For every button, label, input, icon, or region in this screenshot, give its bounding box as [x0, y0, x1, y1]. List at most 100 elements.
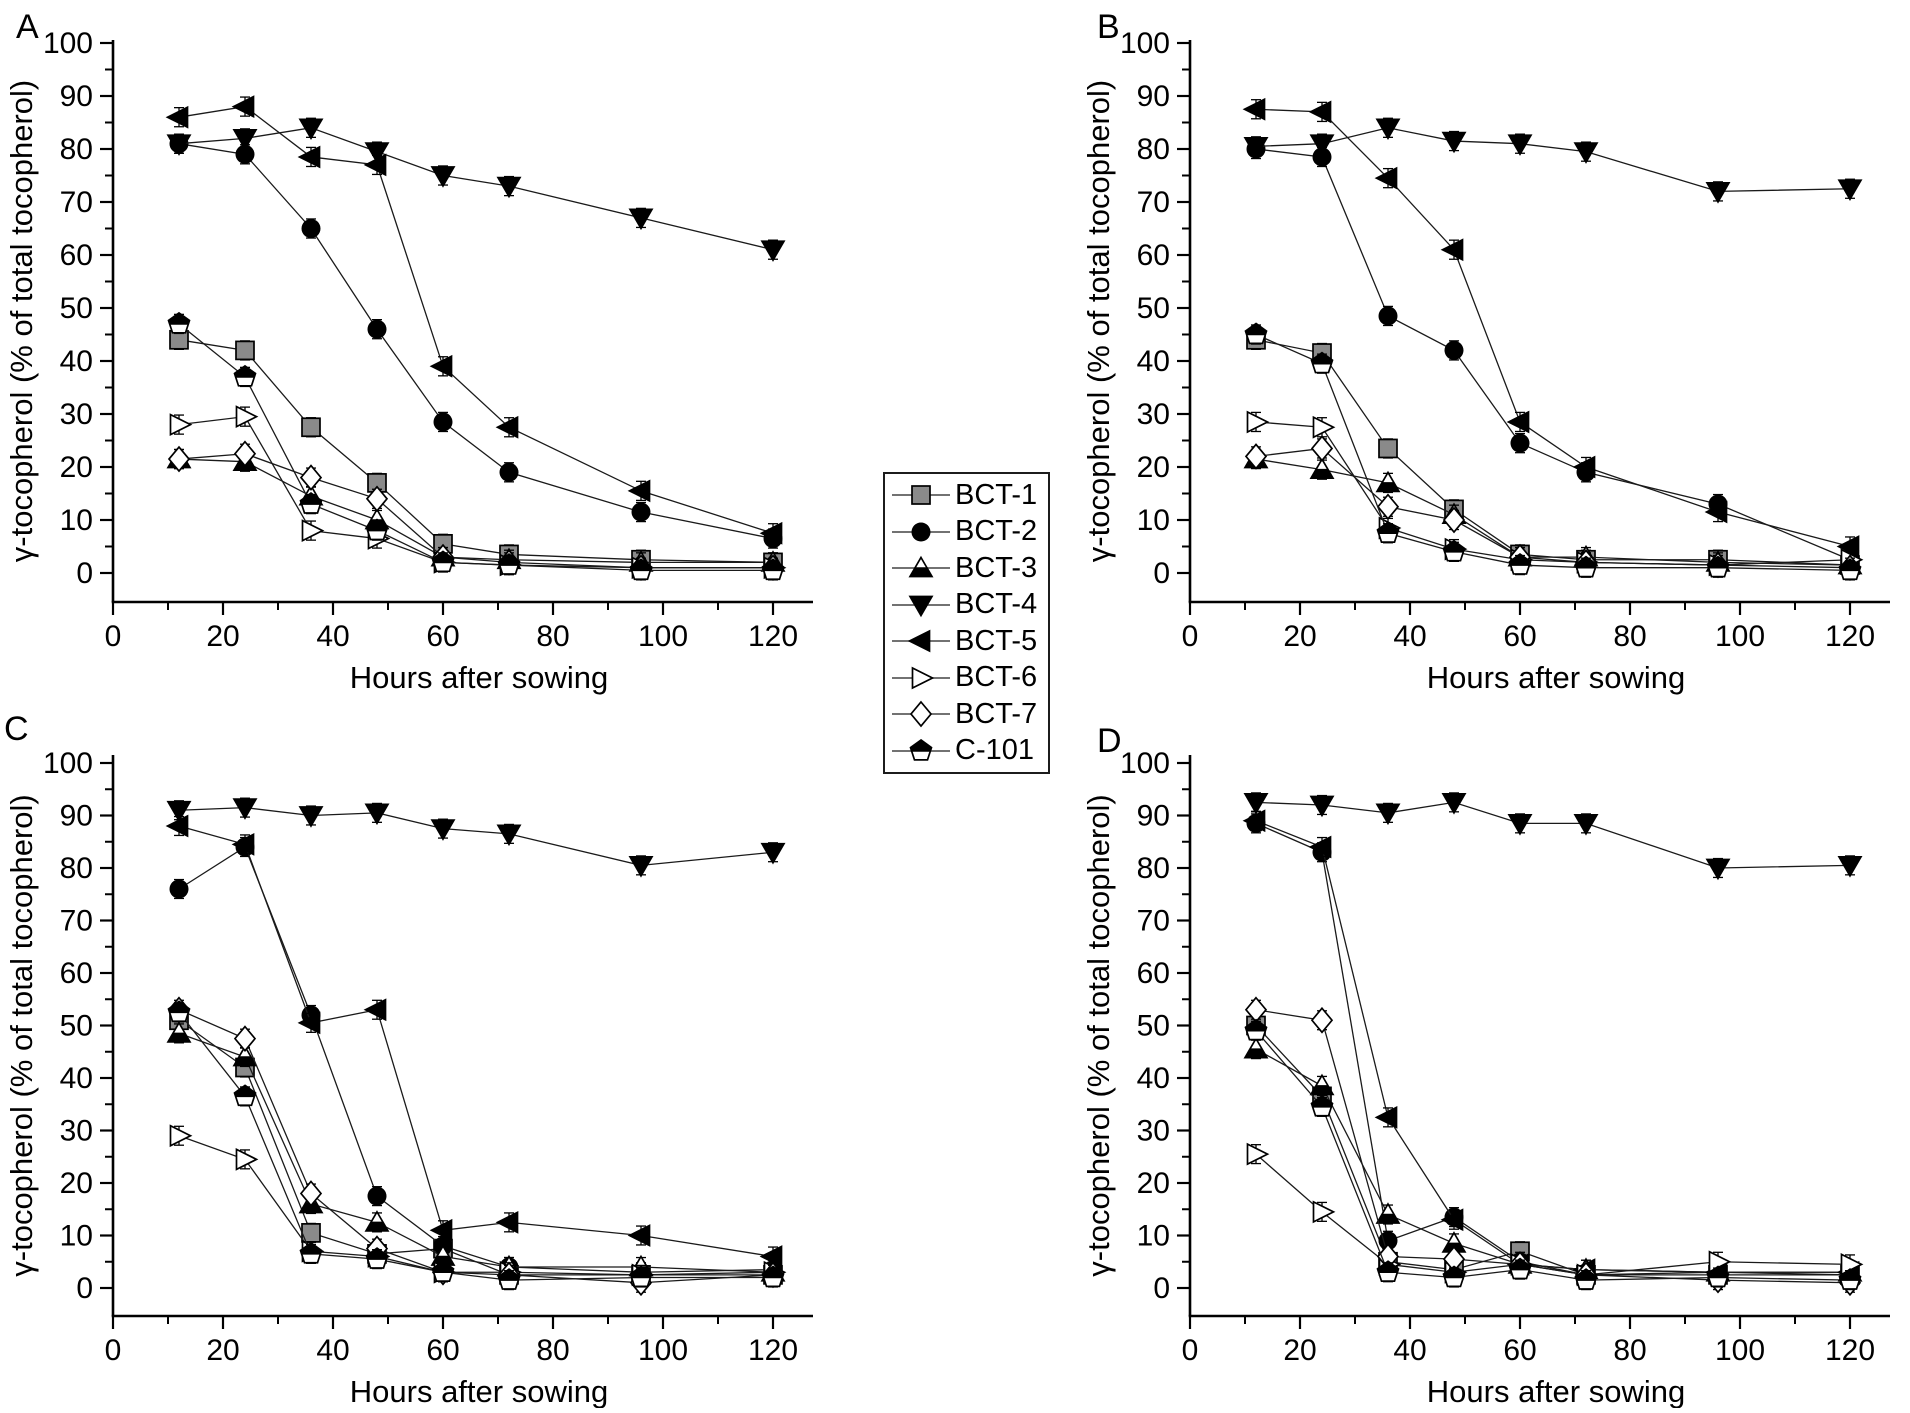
svg-text:20: 20 [206, 620, 239, 653]
legend-item: BCT-7 [890, 697, 1048, 731]
svg-text:100: 100 [1120, 27, 1170, 60]
triangle-left-black-icon [892, 629, 950, 653]
svg-text:0: 0 [76, 557, 93, 590]
svg-text:80: 80 [1613, 620, 1646, 653]
svg-text:80: 80 [1137, 133, 1170, 166]
series-BCT-4 [1243, 117, 1863, 204]
series-BCT-4 [166, 797, 786, 878]
svg-text:80: 80 [1613, 1334, 1646, 1367]
svg-text:30: 30 [60, 1115, 93, 1148]
svg-text:90: 90 [1137, 800, 1170, 833]
panel-B: 0 20 40 60 80 100 120 0 10 20 30 40 50 60 70 80 90 100 Hou… [1081, 8, 1890, 695]
svg-text:50: 50 [60, 1010, 93, 1043]
y-axis-label: γ-tocopherol (% of total tocopherol) [1081, 80, 1116, 562]
svg-text:80: 80 [60, 133, 93, 166]
svg-text:0: 0 [1153, 557, 1170, 590]
svg-text:30: 30 [1137, 398, 1170, 431]
svg-text:80: 80 [60, 852, 93, 885]
legend-label: BCT-7 [955, 697, 1038, 730]
legend-label: BCT-6 [955, 661, 1038, 694]
legend-label: BCT-2 [955, 515, 1038, 548]
legend: BCT-1 BCT-2 BCT-3 BCT-4 BCT-5 BCT-6 BCT-7 C-101 [883, 472, 1050, 774]
panel-D: 0 20 40 60 80 100 120 0 10 20 30 40 50 60 70 80 90 100 Hou… [1081, 722, 1890, 1409]
svg-text:70: 70 [60, 905, 93, 938]
svg-text:60: 60 [1503, 1334, 1536, 1367]
svg-text:60: 60 [1137, 239, 1170, 272]
svg-text:80: 80 [536, 620, 569, 653]
svg-text:20: 20 [60, 1167, 93, 1200]
legend-item: BCT-3 [890, 551, 1048, 585]
svg-text:0: 0 [1153, 1272, 1170, 1305]
series-BCT-3 [1243, 446, 1863, 576]
svg-text:50: 50 [1137, 1010, 1170, 1043]
svg-text:80: 80 [536, 1334, 569, 1367]
svg-text:40: 40 [1137, 345, 1170, 378]
svg-text:50: 50 [1137, 292, 1170, 325]
svg-text:0: 0 [76, 1272, 93, 1305]
svg-text:80: 80 [1137, 852, 1170, 885]
legend-item: BCT-5 [890, 624, 1048, 658]
series-C-101 [1244, 322, 1862, 581]
legend-item: BCT-1 [890, 478, 1048, 512]
series-BCT-2 [169, 836, 783, 1283]
series-BCT-5 [165, 95, 783, 545]
svg-text:120: 120 [1825, 1334, 1875, 1367]
triangle-up-half-icon [892, 556, 950, 578]
svg-text:10: 10 [1137, 504, 1170, 537]
svg-text:120: 120 [748, 1334, 798, 1367]
series-BCT-6 [169, 405, 787, 580]
series-BCT-5 [165, 814, 783, 1268]
series-BCT-7 [167, 996, 785, 1297]
series-BCT-6 [169, 1124, 787, 1287]
x-axis-label: Hours after sowing [350, 1374, 608, 1408]
svg-text:0: 0 [105, 620, 122, 653]
svg-text:100: 100 [43, 27, 93, 60]
svg-text:40: 40 [1393, 1334, 1426, 1367]
legend-label: BCT-4 [955, 588, 1038, 621]
svg-text:20: 20 [1137, 451, 1170, 484]
series-BCT-2 [1246, 813, 1860, 1285]
svg-text:20: 20 [1283, 620, 1316, 653]
svg-text:100: 100 [1715, 620, 1765, 653]
y-axis-label: γ-tocopherol (% of total tocopherol) [4, 80, 39, 562]
legend-label: C-101 [955, 734, 1034, 766]
svg-text:100: 100 [1715, 1334, 1765, 1367]
series-BCT-4 [1243, 792, 1863, 881]
svg-text:120: 120 [748, 620, 798, 653]
svg-text:0: 0 [1182, 620, 1199, 653]
triangle-down-black-icon [892, 595, 950, 617]
series-BCT-3 [166, 446, 786, 573]
svg-text:90: 90 [60, 800, 93, 833]
legend-item: C-101 [890, 734, 1048, 768]
legend-item: BCT-4 [890, 588, 1048, 622]
series-BCT-3 [166, 1021, 786, 1283]
svg-text:70: 70 [60, 186, 93, 219]
series-BCT-6 [1246, 410, 1864, 577]
series-BCT-5 [1242, 97, 1860, 558]
legend-label: BCT-3 [955, 551, 1038, 584]
svg-text:120: 120 [1825, 620, 1875, 653]
svg-text:40: 40 [1137, 1062, 1170, 1095]
svg-text:60: 60 [60, 239, 93, 272]
svg-text:70: 70 [1137, 186, 1170, 219]
svg-text:0: 0 [105, 1334, 122, 1367]
y-axis-label: γ-tocopherol (% of total tocopherol) [4, 794, 39, 1276]
y-axis-label: γ-tocopherol (% of total tocopherol) [1081, 794, 1116, 1276]
svg-text:40: 40 [60, 345, 93, 378]
svg-text:40: 40 [60, 1062, 93, 1095]
svg-text:10: 10 [1137, 1220, 1170, 1253]
svg-text:10: 10 [60, 1220, 93, 1253]
svg-text:60: 60 [60, 957, 93, 990]
panel-C: 0 20 40 60 80 100 120 0 10 20 30 40 50 60 70 80 90 100 Hou… [4, 710, 813, 1409]
svg-text:30: 30 [1137, 1115, 1170, 1148]
series-BCT-2 [1246, 138, 1860, 570]
legend-label: BCT-1 [955, 478, 1038, 511]
x-axis-label: Hours after sowing [1427, 1374, 1685, 1408]
panel-letter-C: C [4, 710, 29, 748]
series-C-101 [167, 311, 785, 581]
panel-letter-A: A [16, 8, 39, 46]
series-C-101 [1244, 1018, 1862, 1291]
pentagon-half-icon [892, 738, 950, 761]
x-axis-label: Hours after sowing [1427, 660, 1685, 695]
square-gray-icon [892, 485, 950, 506]
